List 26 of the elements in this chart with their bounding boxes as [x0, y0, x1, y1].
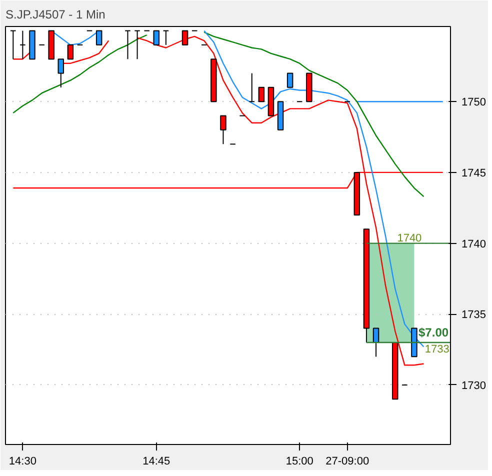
y-tick-label: 1730 [462, 380, 486, 392]
candlestick [162, 30, 170, 46]
x-tick-label: 27-09:00 [326, 456, 370, 468]
candlestick [20, 30, 26, 60]
y-tick-label: 1740 [462, 238, 486, 250]
candlestick [10, 30, 16, 60]
y-tick-label: 1735 [462, 309, 486, 322]
candlestick [248, 72, 255, 102]
y-tick-label: 1745 [462, 167, 486, 180]
candlestick [67, 44, 74, 60]
candlestick [220, 115, 226, 145]
annotation: $7.00 [418, 325, 449, 340]
candlestick [372, 328, 380, 358]
candlestick [134, 30, 140, 60]
x-tick-label: 14:45 [142, 456, 170, 468]
candlestick [258, 86, 265, 102]
candlestick [58, 58, 64, 88]
annotation: 1740 [397, 232, 422, 244]
x-tick-label: 14:30 [8, 456, 36, 468]
annotation: 1733 [424, 343, 450, 356]
chart-title: S.JP.J4507 - 1 Min [6, 8, 106, 22]
candlestick [124, 30, 131, 60]
x-tick-label: 15:00 [286, 456, 314, 468]
candlestick [286, 72, 294, 88]
y-tick-label: 1750 [462, 96, 486, 109]
candlestick [153, 30, 160, 46]
